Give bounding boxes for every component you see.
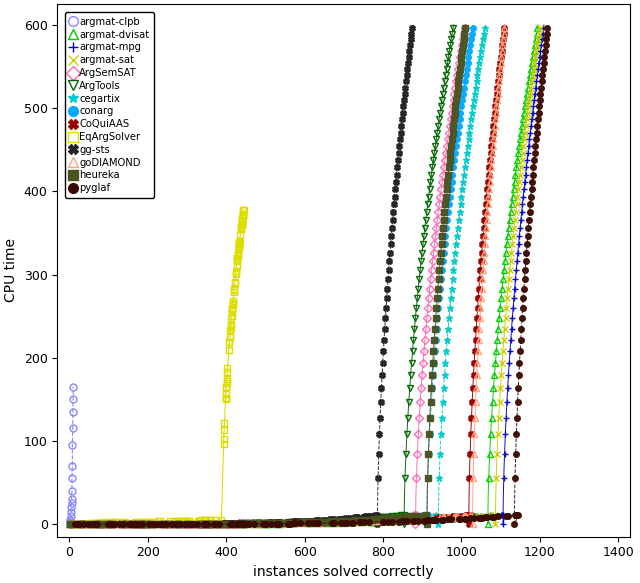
X-axis label: instances solved correctly: instances solved correctly <box>253 565 434 579</box>
Legend: argmat-clpb, argmat-dvisat, argmat-mpg, argmat-sat, ArgSemSAT, ArgTools, cegarti: argmat-clpb, argmat-dvisat, argmat-mpg, … <box>65 12 154 198</box>
Y-axis label: CPU time: CPU time <box>4 238 18 303</box>
